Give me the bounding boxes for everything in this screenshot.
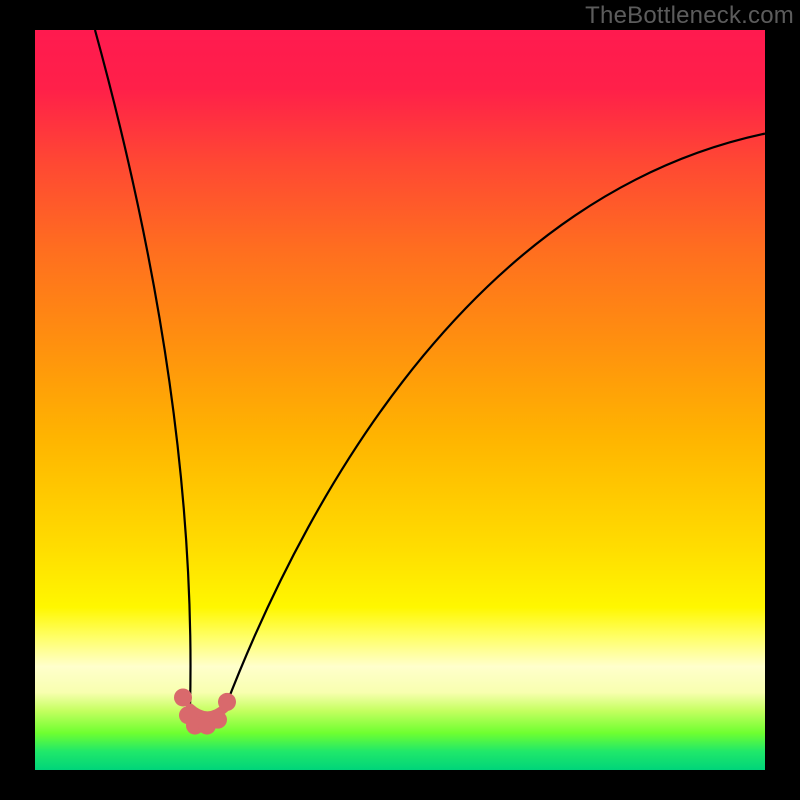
plot-area [35, 30, 765, 770]
marker-dot [209, 711, 227, 729]
marker-dot [174, 688, 192, 706]
watermark-label: TheBottleneck.com [585, 0, 800, 30]
chart-stage: TheBottleneck.com [0, 0, 800, 800]
curve-right [225, 134, 765, 708]
curve-left [95, 30, 191, 708]
curve-layer [35, 30, 765, 770]
marker-dot [218, 693, 236, 711]
